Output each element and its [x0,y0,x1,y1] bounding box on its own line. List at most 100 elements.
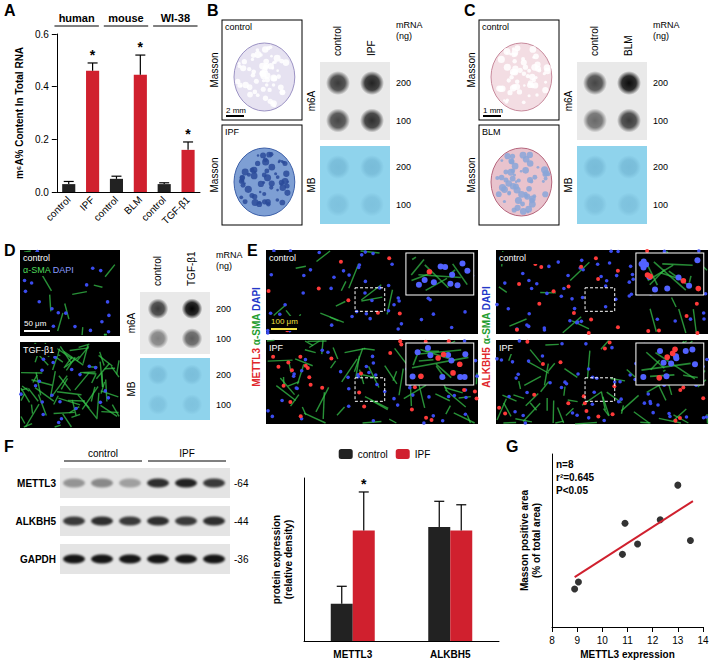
svg-text:control: control [88,448,118,459]
svg-text:mRNA: mRNA [396,20,423,30]
svg-text:2 mm: 2 mm [226,106,246,115]
svg-text:200: 200 [216,370,231,380]
svg-text:*: * [361,476,367,492]
svg-text:200: 200 [396,78,411,88]
svg-text:13: 13 [672,635,684,646]
svg-text:MB: MB [126,381,137,396]
svg-text:100 μm: 100 μm [271,317,298,326]
svg-text:METTL3 expression: METTL3 expression [580,649,674,660]
svg-text:mRNA: mRNA [653,20,680,30]
svg-text:*: * [138,39,144,55]
svg-text:METTL3: METTL3 [17,478,56,489]
svg-text:control: control [225,22,252,32]
svg-text:TGF-β1: TGF-β1 [23,345,54,355]
svg-text:0.4: 0.4 [35,81,49,92]
svg-text:C: C [464,2,476,19]
svg-text:50 μm: 50 μm [24,319,47,328]
svg-text:0.0: 0.0 [35,187,49,198]
svg-text:human: human [59,12,95,24]
svg-text:control: control [91,194,120,223]
svg-text:*: * [185,126,191,142]
svg-text:r²=0.645: r²=0.645 [556,472,595,483]
svg-text:control: control [23,253,50,263]
svg-text:IPF: IPF [415,449,431,460]
svg-text:F: F [4,438,14,455]
svg-text:G: G [506,438,518,455]
svg-text:WI-38: WI-38 [161,12,190,24]
svg-text:control: control [269,253,296,263]
svg-text:100: 100 [216,400,231,410]
svg-text:100: 100 [216,334,231,344]
svg-text:ALKBH5: ALKBH5 [430,649,471,660]
svg-text:IPF: IPF [269,343,284,353]
svg-text:IPF: IPF [366,40,377,56]
svg-text:TGF-β1: TGF-β1 [186,251,197,286]
svg-text:200: 200 [653,162,668,172]
svg-text:-64: -64 [234,478,249,489]
svg-text:BLM: BLM [482,127,501,137]
svg-text:Masson: Masson [466,157,477,192]
svg-text:*: * [90,47,96,63]
svg-text:11: 11 [622,635,633,646]
svg-text:MB: MB [563,177,574,192]
svg-text:100: 100 [396,116,411,126]
svg-text:200: 200 [216,304,231,314]
svg-text:100: 100 [653,116,668,126]
svg-text:METTL3 α-SMA DAPI: METTL3 α-SMA DAPI [251,287,262,387]
svg-text:10: 10 [597,635,609,646]
svg-text:Masson: Masson [209,157,220,192]
svg-text:IPF: IPF [499,343,514,353]
svg-text:14: 14 [697,635,709,646]
svg-text:control: control [332,26,343,56]
svg-text:1 mm: 1 mm [483,106,503,115]
svg-text:12: 12 [647,635,659,646]
svg-text:100: 100 [653,200,668,210]
svg-text:m6A: m6A [306,90,317,111]
svg-text:m6A: m6A [126,312,137,333]
svg-text:-36: -36 [234,554,249,565]
svg-text:-44: -44 [234,516,249,527]
svg-text:m6A: m6A [563,90,574,111]
svg-text:control: control [482,22,509,32]
svg-text:GAPDH: GAPDH [20,554,56,565]
svg-text:Masson positive area: Masson positive area [519,489,530,591]
svg-text:TGF-β1: TGF-β1 [160,194,193,227]
svg-text:(relative density): (relative density) [283,520,294,599]
svg-text:IPF: IPF [78,194,97,213]
svg-text:BLM: BLM [623,35,634,56]
svg-text:200: 200 [653,78,668,88]
svg-text:P<0.05: P<0.05 [556,485,588,496]
svg-text:D: D [4,242,16,259]
svg-text:control: control [589,26,600,56]
svg-text:control: control [499,253,526,263]
svg-text:200: 200 [396,162,411,172]
svg-text:α-SMA DAPI: α-SMA DAPI [23,265,74,275]
svg-text:ALKBH5 α-SMA DAPI: ALKBH5 α-SMA DAPI [481,286,492,388]
svg-text:Masson: Masson [209,52,220,87]
svg-text:B: B [207,2,219,19]
svg-text:mRNA: mRNA [216,250,243,260]
svg-text:(ng): (ng) [653,31,669,41]
svg-text:IPF: IPF [179,448,195,459]
svg-text:control: control [44,194,73,223]
svg-text:A: A [4,2,16,19]
svg-text:100: 100 [396,200,411,210]
svg-text:IPF: IPF [225,127,240,137]
svg-text:n=8: n=8 [556,459,574,470]
svg-text:8: 8 [549,635,555,646]
svg-text:(ng): (ng) [396,31,412,41]
svg-text:(ng): (ng) [216,261,232,271]
svg-text:0.6: 0.6 [35,29,49,40]
svg-text:mouse: mouse [108,12,143,24]
svg-text:9: 9 [574,635,580,646]
svg-text:Masson: Masson [466,52,477,87]
svg-text:METTL3: METTL3 [333,649,372,660]
svg-text:m⁶A% Content In Total RNA: m⁶A% Content In Total RNA [14,47,25,179]
svg-text:(% of total area): (% of total area) [531,503,542,578]
svg-text:MB: MB [306,177,317,192]
svg-text:protein expression: protein expression [271,515,282,604]
svg-text:ALKBH5: ALKBH5 [15,516,56,527]
svg-text:control: control [152,256,163,286]
svg-text:0.2: 0.2 [35,134,49,145]
svg-text:control: control [358,449,388,460]
